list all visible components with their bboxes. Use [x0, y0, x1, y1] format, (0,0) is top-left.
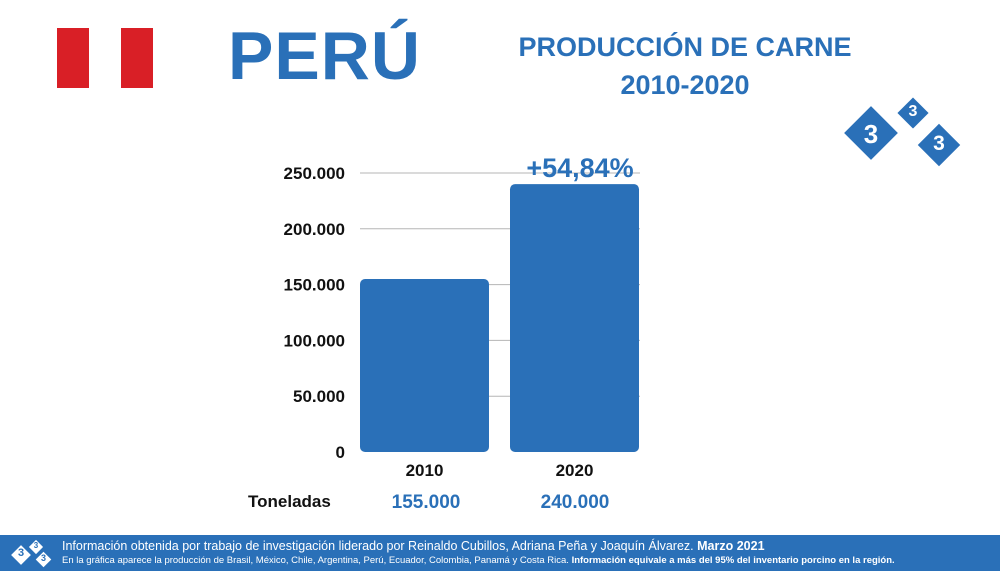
bar-chart: 0 50.000 100.000 150.000 200.000 250.000 2010 2…	[284, 153, 640, 480]
footer-source-line: Información obtenida por trabajo de inve…	[62, 539, 765, 553]
flag-stripe-center	[89, 28, 121, 88]
logo-digit-small: 3	[908, 103, 918, 120]
title-line-2: 2010-2020	[620, 70, 750, 100]
y-tick-label-5: 250.000	[284, 164, 345, 183]
footer-note-bold: Información equivale a más del 95% del i…	[571, 555, 895, 566]
values-row-label: Toneladas	[248, 492, 331, 511]
y-tick-label-3: 150.000	[284, 276, 345, 295]
footer-logo-digit-3: 3	[40, 553, 46, 563]
title-line-1: PRODUCCIÓN DE CARNE	[518, 32, 852, 62]
footer-note-line: En la gráfica aparece la producción de B…	[62, 555, 895, 566]
value-2020: 240.000	[540, 492, 610, 513]
country-name: PERÚ	[228, 18, 421, 94]
footer-note-text: En la gráfica aparece la producción de B…	[62, 555, 569, 566]
growth-annotation: +54,84%	[526, 153, 633, 183]
y-tick-label-1: 50.000	[293, 387, 345, 406]
peru-flag	[57, 28, 153, 88]
x-tick-label-2010: 2010	[406, 461, 444, 480]
flag-stripe-left	[57, 28, 89, 88]
value-2010: 155.000	[391, 492, 461, 513]
y-tick-label-0: 0	[336, 443, 345, 462]
chart-title: PRODUCCIÓN DE CARNE 2010-2020	[470, 28, 900, 104]
brand-logo: 3 3 3	[844, 97, 966, 170]
x-tick-label-2020: 2020	[556, 461, 594, 480]
bar-2010	[360, 279, 489, 452]
footer-logo-digit-2: 3	[33, 541, 39, 550]
logo-digit-medium: 3	[933, 132, 945, 155]
flag-stripe-right	[121, 28, 153, 88]
footer-bar: 3 3 3 Información obtenida por trabajo d…	[0, 535, 1000, 571]
logo-digit-large: 3	[863, 119, 879, 149]
y-tick-label-4: 200.000	[284, 220, 345, 239]
footer-date: Marzo 2021	[697, 539, 765, 553]
y-tick-label-2: 100.000	[284, 331, 345, 350]
footer-source-text: Información obtenida por trabajo de inve…	[62, 539, 694, 553]
footer-logo: 3 3 3	[11, 539, 52, 568]
footer-logo-digit-1: 3	[17, 547, 25, 559]
bar-2020	[510, 184, 639, 452]
